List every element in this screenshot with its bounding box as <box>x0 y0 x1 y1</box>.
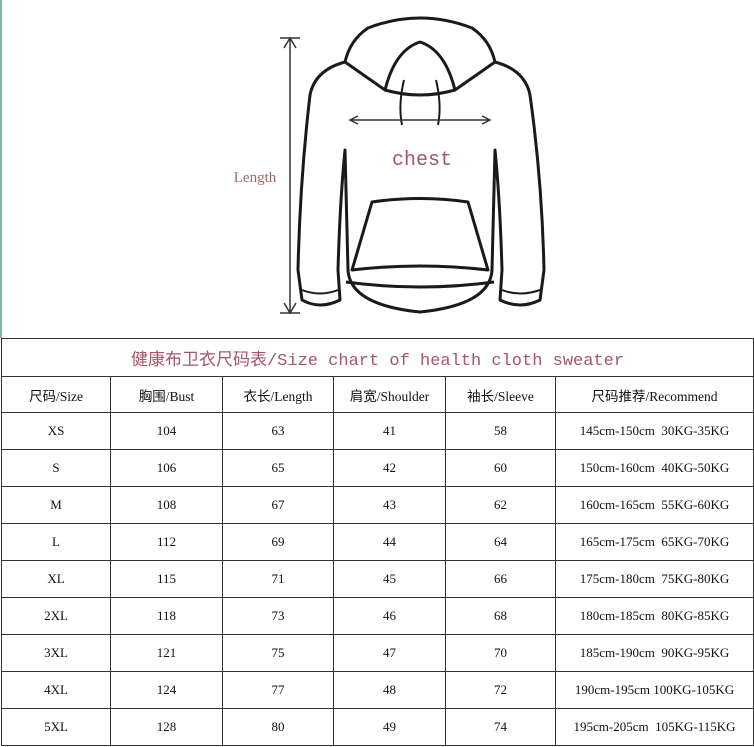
table-cell: 165cm-175cm 65KG-70KG <box>555 523 754 561</box>
header-cell: 尺码/Size <box>1 376 111 413</box>
hoodie-figure: Length chest <box>0 0 546 338</box>
table-cell: 41 <box>333 412 446 450</box>
table-cell: 46 <box>333 597 446 635</box>
table-row: 2XL 118 73 46 68 180cm-185cm 80KG-85KG <box>1 597 754 635</box>
table-cell: 2XL <box>1 597 111 635</box>
table-cell: XS <box>1 412 111 450</box>
table-cell: 64 <box>445 523 556 561</box>
table-cell: 175cm-180cm 75KG-80KG <box>555 560 754 598</box>
header-cell: 肩宽/Shoulder <box>333 376 446 413</box>
table-cell: M <box>1 486 111 524</box>
table-cell: 112 <box>110 523 223 561</box>
table-cell: 48 <box>333 671 446 709</box>
table-cell: 62 <box>445 486 556 524</box>
table-cell: 3XL <box>1 634 111 672</box>
table-row: XL 115 71 45 66 175cm-180cm 75KG-80KG <box>1 560 754 598</box>
table-cell: 71 <box>222 560 334 598</box>
table-cell: 150cm-160cm 40KG-50KG <box>555 449 754 487</box>
table-cell: 80 <box>222 708 334 746</box>
table-cell: 67 <box>222 486 334 524</box>
table-cell: 115 <box>110 560 223 598</box>
table-cell: 118 <box>110 597 223 635</box>
table-cell: 44 <box>333 523 446 561</box>
table-cell: 74 <box>445 708 556 746</box>
table-cell: 70 <box>445 634 556 672</box>
length-label: Length <box>234 170 277 186</box>
table-row: XS 104 63 41 58 145cm-150cm 30KG-35KG <box>1 412 754 450</box>
table-cell: 42 <box>333 449 446 487</box>
table-cell: 49 <box>333 708 446 746</box>
table-cell: 63 <box>222 412 334 450</box>
table-row: 4XL 124 77 48 72 190cm-195cm 100KG-105KG <box>1 671 754 709</box>
table-cell: 43 <box>333 486 446 524</box>
table-cell: 185cm-190cm 90KG-95KG <box>555 634 754 672</box>
hoodie <box>296 16 546 314</box>
length-arrow <box>280 36 300 315</box>
table-cell: 73 <box>222 597 334 635</box>
table-row: L 112 69 44 64 165cm-175cm 65KG-70KG <box>1 523 754 561</box>
header-cell: 尺码推荐/Recommend <box>555 376 754 413</box>
header-cell: 胸围/Bust <box>110 376 223 413</box>
table-cell: 160cm-165cm 55KG-60KG <box>555 486 754 524</box>
table-cell: 68 <box>445 597 556 635</box>
table-cell: S <box>1 449 111 487</box>
table-cell: 47 <box>333 634 446 672</box>
table-cell: 60 <box>445 449 556 487</box>
table-row: S 106 65 42 60 150cm-160cm 40KG-50KG <box>1 449 754 487</box>
table-cell: 69 <box>222 523 334 561</box>
table-cell: L <box>1 523 111 561</box>
table-cell: 145cm-150cm 30KG-35KG <box>555 412 754 450</box>
header-cell: 袖长/Sleeve <box>445 376 556 413</box>
table-cell: 5XL <box>1 708 111 746</box>
table-cell: 45 <box>333 560 446 598</box>
table-cell: XL <box>1 560 111 598</box>
table-cell: 65 <box>222 449 334 487</box>
table-row: 3XL 121 75 47 70 185cm-190cm 90KG-95KG <box>1 634 754 672</box>
table-cell: 77 <box>222 671 334 709</box>
table-title: 健康布卫衣尺码表/Size chart of health cloth swea… <box>1 338 754 377</box>
header-cell: 衣长/Length <box>222 376 334 413</box>
chest-label: chest <box>392 149 452 172</box>
table-cell: 66 <box>445 560 556 598</box>
table-cell: 4XL <box>1 671 111 709</box>
table-cell: 58 <box>445 412 556 450</box>
table-cell: 128 <box>110 708 223 746</box>
table-cell: 195cm-205cm 105KG-115KG <box>555 708 754 746</box>
table-cell: 72 <box>445 671 556 709</box>
table-cell: 124 <box>110 671 223 709</box>
table-cell: 104 <box>110 412 223 450</box>
table-cell: 180cm-185cm 80KG-85KG <box>555 597 754 635</box>
chest-arrow <box>348 115 492 125</box>
table-cell: 190cm-195cm 100KG-105KG <box>555 671 754 709</box>
table-row: M 108 67 43 62 160cm-165cm 55KG-60KG <box>1 486 754 524</box>
table-cell: 121 <box>110 634 223 672</box>
table-cell: 75 <box>222 634 334 672</box>
header-row: 尺码/Size 胸围/Bust 衣长/Length 肩宽/Shoulder 袖长/Sle… <box>1 376 754 413</box>
table-cell: 108 <box>110 486 223 524</box>
size-table: 健康布卫衣尺码表/Size chart of health cloth swea… <box>1 338 754 746</box>
table-cell: 106 <box>110 449 223 487</box>
table-row: 5XL 128 80 49 74 195cm-205cm 105KG-115KG <box>1 708 754 746</box>
